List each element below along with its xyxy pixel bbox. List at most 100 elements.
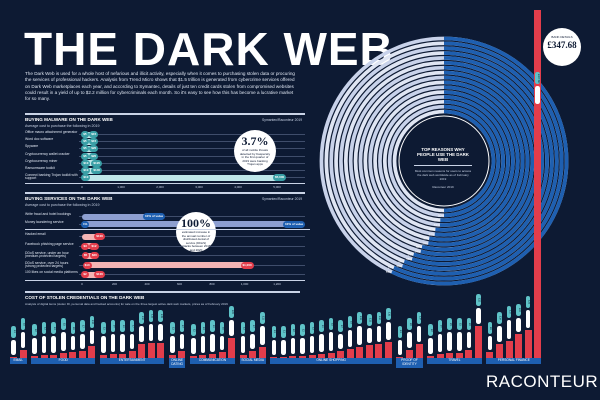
bar-label: DDoS service, under an hour (medium-prot… xyxy=(25,251,69,259)
range-bar xyxy=(83,262,247,269)
price-bar xyxy=(31,356,39,358)
price-bar xyxy=(147,343,155,358)
reasons-radial-chart: 57%57% 56%56%55%55%54%54%53%53%52%52%51%5… xyxy=(319,36,569,286)
range-bar xyxy=(82,233,101,240)
ring-arc xyxy=(435,90,515,232)
price-label: £4 xyxy=(210,320,215,332)
price-label: £4 xyxy=(120,320,125,332)
price-label: £2 xyxy=(290,324,296,336)
price-label: £4 xyxy=(110,320,116,332)
item-pill xyxy=(290,338,296,354)
ring-arc xyxy=(411,56,549,266)
price-label: £6 xyxy=(219,322,225,334)
price-bar xyxy=(99,355,107,358)
bar-row: Ransomware toolkit $10 $140 xyxy=(25,166,305,174)
ring-arc xyxy=(434,85,520,237)
item-pill xyxy=(229,320,234,336)
category-band: ONLINE DATING xyxy=(168,358,186,368)
axis-tick-label: 600 xyxy=(176,282,183,287)
price-bar xyxy=(199,355,207,358)
item-pill xyxy=(466,332,472,348)
price-bar xyxy=(189,356,197,358)
ring-value-label: 54% xyxy=(416,245,422,249)
axis-tick-label: 200 xyxy=(111,282,118,287)
grid-line xyxy=(79,155,305,157)
axis-line xyxy=(25,229,310,230)
max-value-label: $20 xyxy=(89,145,99,153)
bar-row: DDoS service, under an hour (medium-prot… xyxy=(25,251,305,260)
malware-title: BUYING MALWARE ON THE DARK WEB xyxy=(25,117,113,122)
item-pill xyxy=(357,326,363,345)
item-pill xyxy=(240,336,246,353)
callout-text: of all mobile threats detected by Kasper… xyxy=(239,148,271,167)
price-bar xyxy=(239,355,247,358)
credentials-title: COST OF STOLEN CREDENTIALS ON THE DARK W… xyxy=(25,295,145,300)
price-bar xyxy=(406,350,413,358)
bar-row: Word doc software $5 $15 xyxy=(25,137,305,146)
min-value-label: $5 xyxy=(81,138,89,146)
item-pill xyxy=(158,324,164,341)
price-label: £28 xyxy=(525,296,531,308)
range-bar xyxy=(82,174,279,181)
min-value-label: $10 xyxy=(82,261,92,269)
price-label: £7 xyxy=(129,320,135,332)
bar-label: Spyware xyxy=(25,144,39,149)
price-label: £4 xyxy=(319,320,324,332)
item-pill xyxy=(281,339,286,355)
ring-arc xyxy=(428,80,525,242)
item-pill xyxy=(506,320,512,339)
item-pill xyxy=(11,339,16,355)
item-pill xyxy=(129,334,135,349)
bar-label: DDoS service, over 24 hours (strong prot… xyxy=(25,260,69,268)
price-label: £7 xyxy=(80,320,85,332)
max-value-label: $100 xyxy=(94,233,105,240)
price-label: £14 xyxy=(416,312,422,324)
price-bar xyxy=(218,352,226,358)
category-band: ENTERTAINMENT xyxy=(99,358,165,364)
price-bar xyxy=(19,350,27,358)
price-bar xyxy=(69,352,77,358)
item-pill xyxy=(428,338,433,354)
price-label: £15 xyxy=(148,310,154,322)
category-band: TRAVEL xyxy=(427,358,482,364)
price-bar xyxy=(486,352,494,358)
service-bar xyxy=(82,213,160,220)
item-pill xyxy=(397,339,403,355)
bar-label: Hacked email xyxy=(25,232,46,236)
price-bar xyxy=(298,356,306,358)
callout-value: 3.7% xyxy=(241,134,269,148)
range-bar xyxy=(82,153,96,160)
category-band: FOOD xyxy=(31,358,96,364)
price-bar xyxy=(455,353,463,358)
donut-title: TOP REASONS WHY PEOPLE USE THE DARK WEB xyxy=(417,147,469,162)
ring-value-label: 51% xyxy=(434,223,440,227)
malware-subtitle: Average cost to purchase the following i… xyxy=(25,124,100,128)
range-bar xyxy=(82,252,96,259)
price-bar xyxy=(40,355,48,358)
price-label: £24 xyxy=(516,304,521,316)
bank-value: £347.68 xyxy=(547,39,577,50)
item-pill xyxy=(60,332,66,351)
price-bar xyxy=(446,353,454,358)
min-value-label: $5 xyxy=(81,252,90,260)
price-bar xyxy=(228,338,236,358)
price-label: £7 xyxy=(250,320,255,332)
item-pill xyxy=(80,334,85,349)
bar-row: DDoS service, over 24 hours (strong prot… xyxy=(25,260,305,269)
item-pill xyxy=(300,338,305,354)
category-band: PROOF OF IDENTITY xyxy=(396,358,423,368)
price-label: £8 xyxy=(466,318,472,330)
bar-label: Word doc software xyxy=(25,137,54,142)
axis-tick-label: 5,000 xyxy=(273,185,281,190)
item-pill xyxy=(20,332,26,348)
donut-center-circle xyxy=(398,115,490,207)
item-pill xyxy=(120,334,125,352)
item-pill xyxy=(101,336,106,353)
price-bar xyxy=(396,356,404,358)
ring-arc xyxy=(421,70,535,252)
item-pill xyxy=(456,332,462,351)
price-bar xyxy=(474,326,482,358)
value-label: 10% of value xyxy=(143,213,166,220)
item-pill xyxy=(70,336,76,350)
item-pill xyxy=(89,330,95,344)
